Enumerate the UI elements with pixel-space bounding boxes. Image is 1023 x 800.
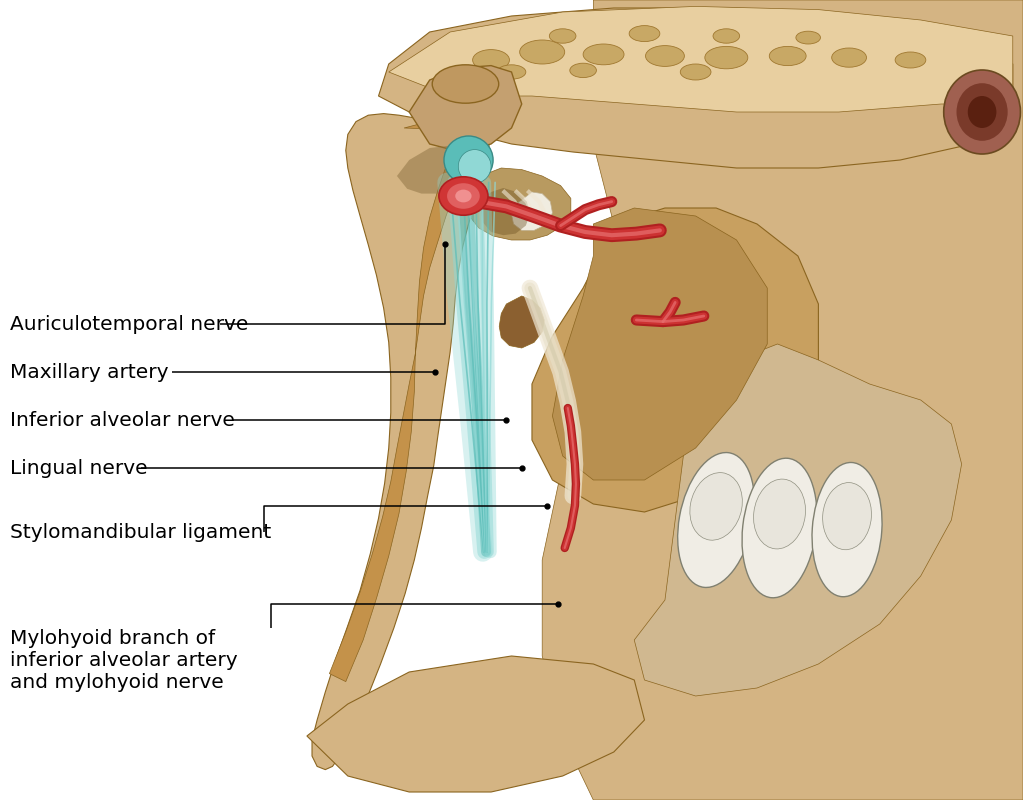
Ellipse shape	[570, 63, 596, 78]
Circle shape	[439, 177, 488, 215]
Ellipse shape	[629, 26, 660, 42]
Polygon shape	[409, 66, 522, 152]
Ellipse shape	[769, 46, 806, 66]
Text: Mylohyoid branch of
inferior alveolar artery
and mylohyoid nerve: Mylohyoid branch of inferior alveolar ar…	[10, 629, 238, 691]
Ellipse shape	[713, 29, 740, 43]
Polygon shape	[465, 168, 571, 240]
Polygon shape	[379, 8, 1013, 168]
Ellipse shape	[433, 65, 499, 103]
Text: Lingual nerve: Lingual nerve	[10, 458, 148, 478]
Ellipse shape	[742, 458, 817, 598]
Circle shape	[455, 190, 472, 202]
Polygon shape	[634, 344, 962, 696]
Ellipse shape	[957, 83, 1008, 141]
Polygon shape	[542, 0, 1023, 800]
Ellipse shape	[943, 70, 1020, 154]
Circle shape	[447, 183, 480, 209]
Polygon shape	[389, 6, 1013, 112]
Ellipse shape	[444, 136, 493, 184]
Ellipse shape	[473, 50, 509, 70]
Ellipse shape	[520, 40, 565, 64]
Ellipse shape	[458, 150, 491, 183]
Ellipse shape	[549, 29, 576, 43]
Ellipse shape	[646, 46, 684, 66]
Text: Inferior alveolar nerve: Inferior alveolar nerve	[10, 410, 235, 430]
Ellipse shape	[583, 44, 624, 65]
Text: Stylomandibular ligament: Stylomandibular ligament	[10, 522, 271, 542]
Ellipse shape	[832, 48, 866, 67]
Polygon shape	[552, 208, 767, 480]
Ellipse shape	[796, 31, 820, 44]
Text: Auriculotemporal nerve: Auriculotemporal nerve	[10, 314, 249, 334]
Ellipse shape	[705, 46, 748, 69]
Ellipse shape	[968, 96, 996, 128]
Polygon shape	[312, 114, 489, 770]
Polygon shape	[512, 192, 552, 230]
Polygon shape	[329, 124, 462, 682]
Polygon shape	[481, 188, 530, 235]
Ellipse shape	[812, 462, 882, 597]
Polygon shape	[397, 146, 471, 194]
Ellipse shape	[822, 482, 872, 550]
Ellipse shape	[895, 52, 926, 68]
Polygon shape	[532, 208, 818, 512]
Ellipse shape	[754, 479, 805, 549]
Ellipse shape	[680, 64, 711, 80]
Ellipse shape	[677, 453, 755, 587]
Ellipse shape	[497, 65, 526, 79]
Polygon shape	[499, 296, 544, 348]
Polygon shape	[307, 656, 644, 792]
Ellipse shape	[690, 473, 743, 540]
Text: Maxillary artery: Maxillary artery	[10, 362, 169, 382]
